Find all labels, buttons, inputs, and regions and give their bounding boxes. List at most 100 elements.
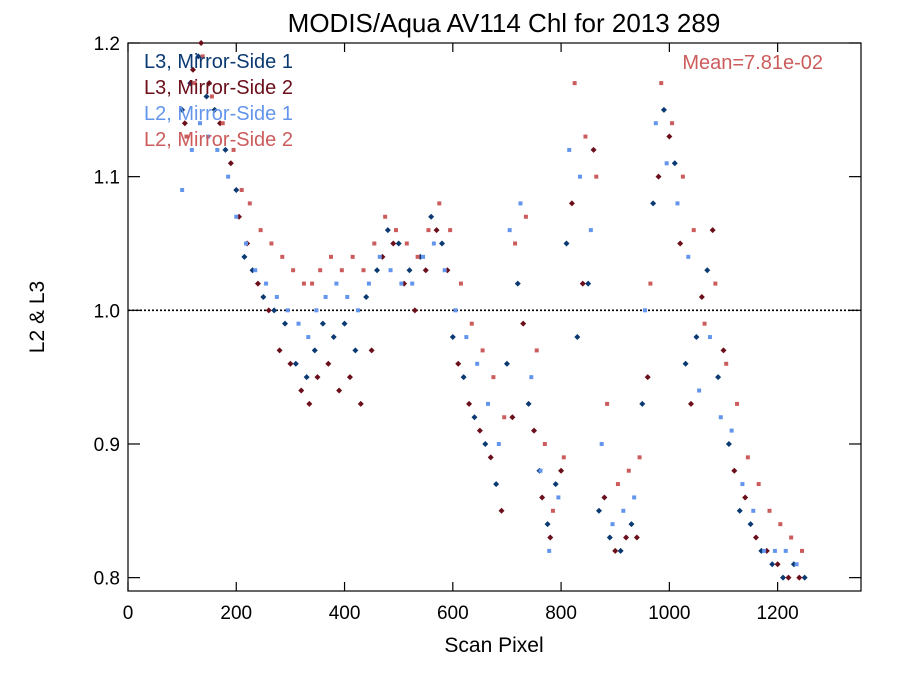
point-series-1 (179, 106, 186, 113)
point-series-2 (265, 307, 272, 314)
point-series-3 (198, 121, 203, 126)
point-series-3 (486, 401, 491, 406)
point-series-4 (691, 228, 696, 233)
point-series-3 (388, 268, 393, 273)
point-series-3 (675, 201, 680, 206)
point-series-3 (496, 441, 501, 446)
point-series-2 (498, 507, 505, 514)
point-series-4 (258, 228, 263, 233)
legend-entry: L3, Mirror-Side 2 (144, 77, 293, 99)
point-series-2 (346, 374, 353, 381)
point-series-1 (222, 146, 229, 153)
point-series-3 (345, 294, 350, 299)
point-series-1 (525, 400, 532, 407)
point-series-3 (538, 468, 543, 473)
point-series-4 (350, 254, 355, 259)
point-series-4 (192, 81, 197, 86)
point-series-1 (341, 320, 348, 327)
point-series-3 (234, 214, 239, 219)
point-series-4 (339, 268, 344, 273)
point-series-1 (650, 200, 657, 207)
point-series-2 (254, 280, 261, 287)
point-series-1 (428, 213, 435, 220)
point-series-2 (601, 494, 608, 501)
point-series-1 (330, 334, 337, 341)
point-series-4 (404, 241, 409, 246)
point-series-1 (563, 240, 570, 247)
point-series-4 (702, 321, 707, 326)
legend-entry: L2, Mirror-Side 1 (144, 103, 293, 125)
point-series-3 (244, 241, 249, 246)
point-series-2 (314, 374, 321, 381)
y-tick-label: 1.0 (94, 301, 120, 322)
point-series-4 (437, 201, 442, 206)
point-series-4 (269, 241, 274, 246)
point-series-3 (518, 201, 523, 206)
point-series-4 (426, 228, 431, 233)
point-series-3 (794, 562, 799, 567)
point-series-4 (583, 134, 588, 139)
point-series-4 (659, 81, 664, 86)
point-series-3 (410, 281, 415, 286)
point-series-2 (568, 200, 575, 207)
point-series-1 (660, 106, 667, 113)
point-series-2 (796, 574, 803, 581)
point-series-4 (713, 281, 718, 286)
point-series-2 (206, 80, 213, 87)
point-series-1 (233, 187, 240, 194)
point-series-3 (377, 254, 382, 259)
point-series-3 (621, 508, 626, 513)
point-series-4 (735, 401, 740, 406)
point-series-2 (390, 240, 397, 247)
point-series-3 (578, 174, 583, 179)
point-series-2 (655, 173, 662, 180)
point-series-3 (610, 522, 615, 527)
point-series-3 (442, 268, 447, 273)
point-series-3 (664, 161, 669, 166)
point-series-3 (180, 188, 185, 193)
point-series-2 (774, 561, 781, 568)
point-series-4 (523, 214, 528, 219)
point-series-3 (189, 147, 194, 152)
point-series-2 (287, 360, 294, 367)
point-series-2 (579, 280, 586, 287)
point-series-4 (561, 455, 566, 460)
point-series-1 (747, 521, 754, 528)
point-series-1 (585, 280, 592, 287)
point-series-1 (769, 561, 776, 568)
legend: L3, Mirror-Side 1 L3, Mirror-Side 2 L2, Mi… (144, 51, 293, 151)
point-series-1 (606, 534, 613, 541)
point-series-4 (247, 201, 252, 206)
point-series-4 (615, 482, 620, 487)
point-series-1 (460, 374, 467, 381)
point-series-3 (453, 308, 458, 313)
point-series-3 (253, 268, 258, 273)
point-series-3 (632, 495, 637, 500)
point-series-1 (260, 293, 267, 300)
point-series-2 (181, 120, 188, 127)
point-series-4 (637, 455, 642, 460)
point-series-3 (547, 548, 552, 553)
point-series-4 (184, 134, 189, 139)
point-series-3 (421, 254, 426, 259)
point-series-2 (558, 467, 565, 474)
point-series-4 (372, 241, 377, 246)
point-series-1 (374, 267, 381, 274)
point-series-1 (271, 307, 278, 314)
y-tick-label: 1.1 (94, 168, 120, 189)
point-series-1 (682, 360, 689, 367)
point-series-2 (531, 427, 538, 434)
point-series-4 (318, 268, 323, 273)
point-series-1 (514, 280, 521, 287)
point-series-3 (274, 294, 279, 299)
point-series-2 (476, 427, 483, 434)
point-series-4 (778, 522, 783, 527)
axis-ticks: 0 200 400 600 800 1000 1200 0.8 0.9 1.0 1.1 1.2 (94, 34, 861, 624)
point-series-1 (671, 160, 678, 167)
point-series-1 (241, 253, 248, 260)
x-tick-label: 1200 (756, 603, 798, 624)
point-series-1 (617, 547, 624, 554)
point-series-2 (633, 534, 640, 541)
point-series-2 (306, 400, 313, 407)
point-series-1 (552, 481, 559, 488)
